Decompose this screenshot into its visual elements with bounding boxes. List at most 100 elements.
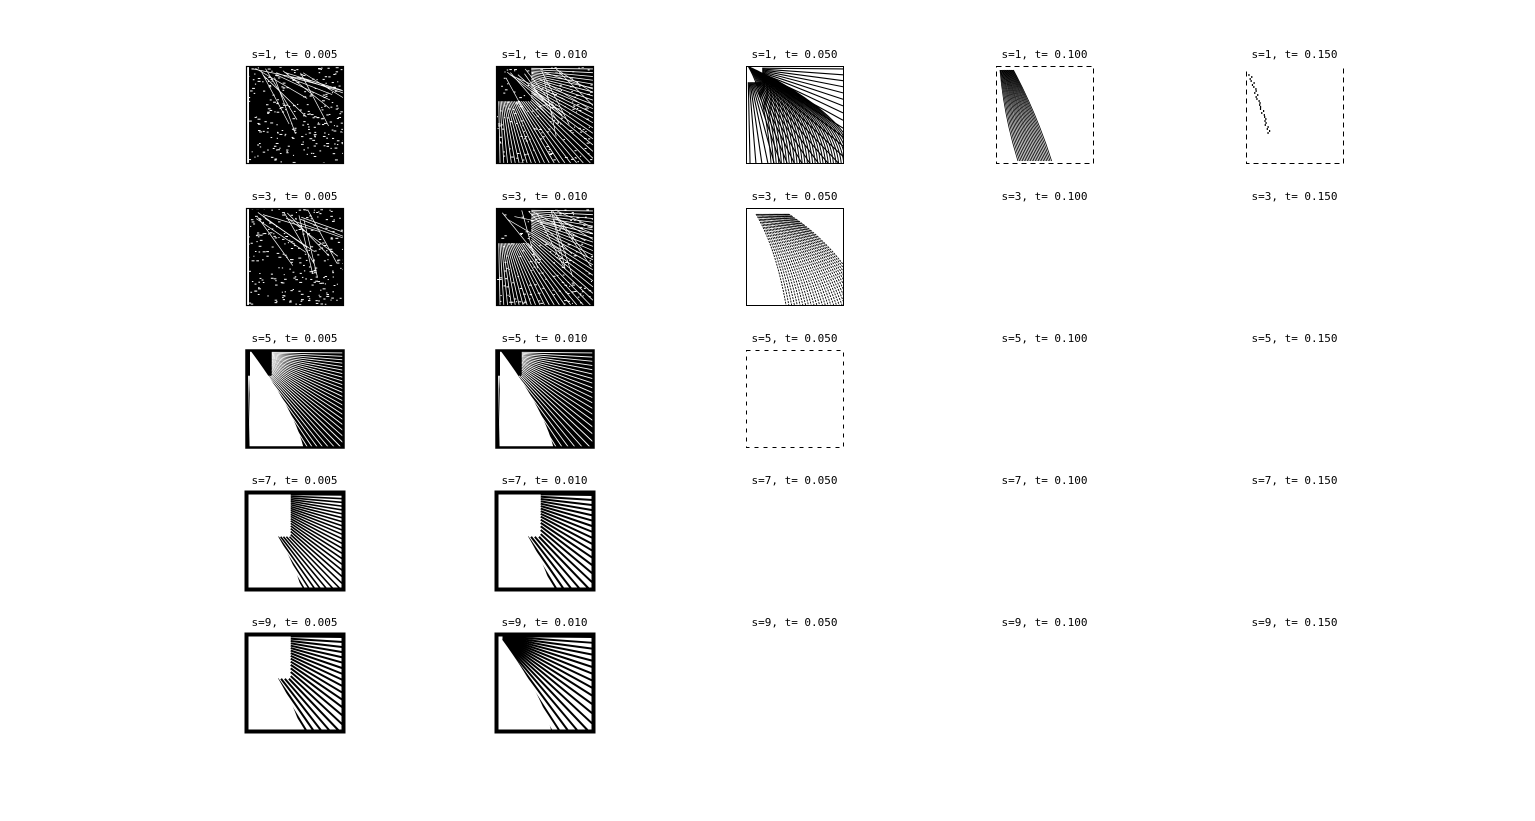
speckle (560, 117, 564, 119)
panel-frame (244, 490, 346, 592)
speckle (529, 298, 531, 300)
speckle (273, 101, 276, 103)
ray-line (248, 375, 251, 448)
speckle (535, 108, 538, 110)
speckle (567, 244, 571, 246)
speckle (572, 108, 575, 110)
ray-line (531, 81, 594, 110)
speckle (284, 291, 286, 293)
ray-line (517, 243, 555, 306)
speckle (320, 303, 324, 305)
speckle (329, 265, 333, 267)
speckle (572, 105, 575, 107)
speckle (557, 274, 559, 276)
speckle (274, 111, 276, 113)
speckle (325, 82, 327, 84)
ray-line (527, 100, 584, 164)
speckle (574, 150, 577, 152)
ray-line (502, 637, 594, 690)
speckle (326, 293, 329, 295)
flow-curve (749, 66, 780, 164)
ray-line (271, 362, 344, 398)
flow-curve (1004, 69, 1032, 162)
speckle (559, 213, 562, 215)
ray-line (748, 82, 757, 164)
flow-curve (1009, 69, 1043, 162)
speckle (300, 300, 303, 302)
speckle (328, 113, 331, 115)
speckle (318, 248, 321, 250)
flow-curve (763, 213, 807, 306)
speckle (250, 219, 254, 221)
speckle (318, 239, 322, 241)
speckle (294, 276, 297, 278)
ray-line (521, 351, 594, 354)
speckle (306, 153, 309, 155)
ray-line (521, 361, 594, 394)
speckle (558, 229, 562, 231)
speckle (308, 132, 312, 134)
ray-line (290, 493, 344, 496)
speckle (509, 121, 512, 123)
streak-dot (1265, 122, 1267, 124)
speckle (266, 251, 269, 253)
flow-curve (750, 67, 782, 164)
speckle (262, 81, 264, 83)
speckle (294, 127, 297, 129)
speckle (289, 268, 291, 270)
flow-curve (1002, 69, 1025, 162)
speckle (279, 108, 282, 110)
ray-line (290, 505, 344, 523)
speckle (337, 107, 339, 109)
speckle (248, 100, 251, 102)
speckle (262, 251, 266, 253)
speckle (576, 217, 580, 219)
speckle (333, 86, 337, 88)
speckle (287, 145, 290, 147)
flow-curve (1006, 69, 1035, 162)
speckle (249, 159, 252, 161)
speckle (534, 127, 536, 129)
flow-curve (780, 213, 844, 298)
speckle (317, 123, 321, 125)
speckle (527, 221, 529, 223)
speckle (310, 114, 314, 116)
speckle (524, 136, 528, 138)
speckle (332, 270, 334, 272)
ray-line (290, 649, 344, 670)
speckle (340, 122, 344, 124)
speckle (322, 135, 326, 137)
ray-line (290, 522, 344, 560)
speckle (291, 259, 294, 261)
ray-line (290, 525, 344, 566)
speckle (259, 146, 262, 148)
speckle (326, 292, 328, 294)
speckle (340, 69, 343, 71)
ray-line (501, 640, 590, 732)
ray-line (502, 635, 594, 644)
panel-frame (746, 66, 844, 164)
speckle (272, 147, 274, 149)
speckle (549, 251, 552, 253)
speckle (542, 287, 544, 289)
hairline (300, 72, 329, 127)
speckle (323, 245, 327, 247)
speckle (514, 298, 517, 300)
ray-line (502, 635, 594, 656)
speckle (331, 129, 334, 131)
speckle (276, 252, 280, 254)
ray-line (531, 71, 594, 81)
ray-line (530, 99, 594, 159)
speckle (327, 259, 329, 261)
speckle (564, 209, 567, 211)
flow-curve (773, 213, 832, 306)
speckle (287, 242, 289, 244)
speckle (522, 302, 525, 304)
speckle (341, 128, 344, 130)
streak-dot (1251, 76, 1253, 78)
speckle (325, 227, 328, 229)
ray-line (525, 100, 578, 164)
speckle (333, 130, 337, 132)
flow-curve (779, 213, 844, 305)
speckle (303, 74, 306, 76)
